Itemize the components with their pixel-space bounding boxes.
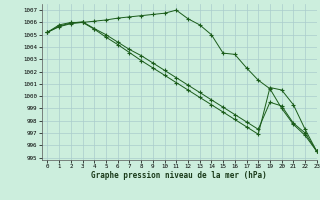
X-axis label: Graphe pression niveau de la mer (hPa): Graphe pression niveau de la mer (hPa): [91, 171, 267, 180]
